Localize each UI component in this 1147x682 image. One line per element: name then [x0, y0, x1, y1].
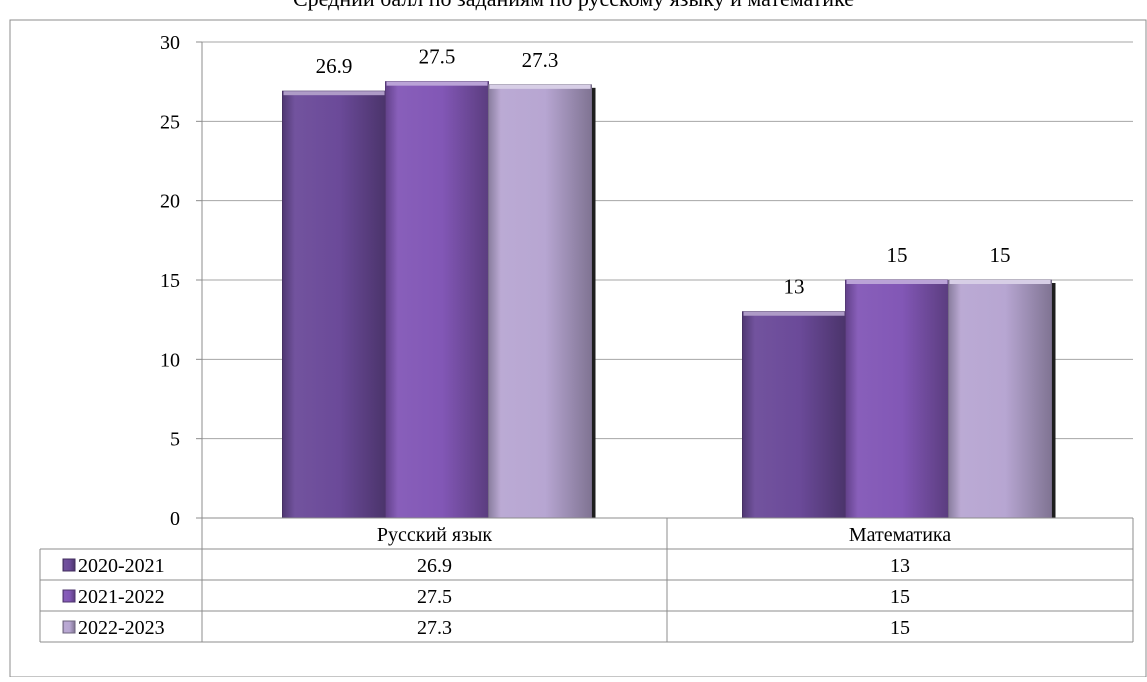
- data-label: 13: [784, 275, 805, 299]
- bar-top: [846, 280, 948, 284]
- bar-top: [489, 84, 591, 89]
- data-label: 15: [990, 243, 1011, 267]
- table-cell: 27.5: [417, 586, 452, 608]
- legend-entry: 2022-2023: [78, 617, 165, 639]
- table-cell: 15: [890, 617, 910, 639]
- data-label: 26.9: [316, 54, 353, 78]
- category-label: Математика: [849, 524, 951, 546]
- table-cell: 27.3: [417, 617, 452, 639]
- y-tick-label: 25: [160, 111, 180, 133]
- plot-area: 0 5 10 15 20 25 30 26.9 27.5 27.3 13 15 15 Русский яз…: [9, 19, 1147, 678]
- y-tick-label: 20: [160, 191, 180, 213]
- bar: [488, 84, 592, 519]
- bar: [845, 279, 949, 519]
- legend-key: [62, 620, 76, 634]
- legend-entry: 2021-2022: [78, 586, 165, 608]
- table-cell: 26.9: [417, 555, 452, 577]
- bar-top: [386, 81, 488, 86]
- legend-key: [62, 589, 76, 603]
- bar: [948, 279, 1052, 519]
- bar-top: [949, 280, 1051, 284]
- table-cell: 15: [890, 586, 910, 608]
- legend-entry: 2020-2021: [78, 555, 165, 577]
- data-label: 27.5: [419, 45, 456, 69]
- bar: [385, 81, 489, 519]
- data-label: 15: [887, 243, 908, 267]
- bar-top: [743, 311, 845, 316]
- y-tick-label: 15: [160, 270, 180, 292]
- legend-key: [62, 558, 76, 572]
- y-tick-label: 10: [160, 349, 180, 371]
- bar: [742, 311, 846, 519]
- table-cell: 13: [890, 555, 910, 577]
- bar-top: [283, 91, 385, 96]
- y-tick-label: 5: [170, 429, 180, 451]
- y-tick-label: 30: [160, 32, 180, 54]
- chart-title: Средний балл по заданиям по русскому язы…: [0, 0, 1147, 12]
- data-label: 27.3: [522, 48, 559, 72]
- bar: [282, 90, 386, 519]
- category-label: Русский язык: [377, 524, 493, 546]
- y-tick-label: 0: [170, 508, 180, 530]
